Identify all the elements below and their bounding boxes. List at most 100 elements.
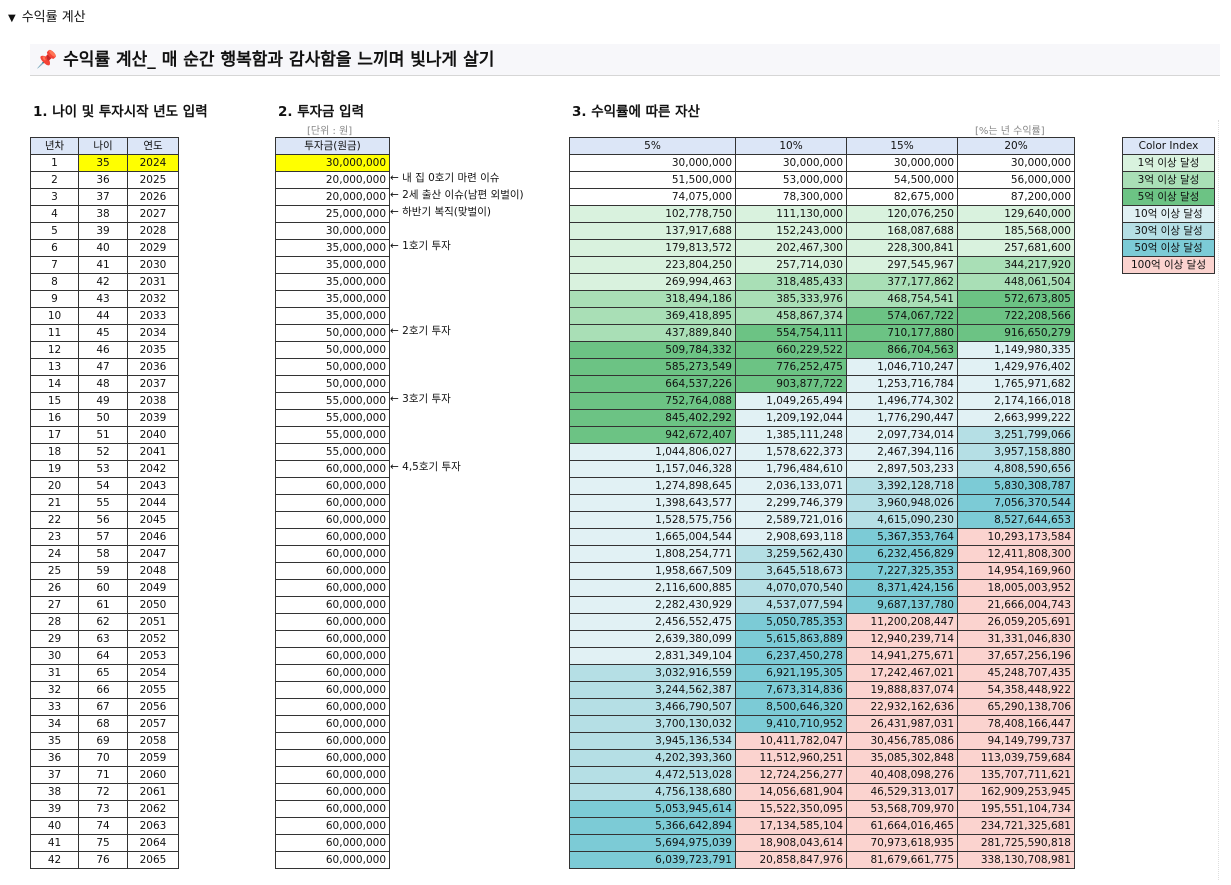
asset-cell-r10: 15,522,350,095	[735, 800, 847, 818]
asset-cell-r15: 574,067,722	[846, 307, 958, 325]
table-row: 6 40 2029	[30, 239, 179, 257]
asset-cell-r20: 7,056,370,544	[957, 494, 1075, 512]
table-row: 60,000,000	[275, 545, 390, 563]
age-year-table: 년차 나이 연도 1 35 2024 2 36 2025 3 37 2026 4 38 2027 5 39…	[30, 137, 179, 869]
asset-cell-r5: 5,053,945,614	[569, 800, 736, 818]
table-row: 29 63 2052	[30, 630, 179, 648]
age-cell: 35	[78, 154, 128, 172]
table-row: 1 35 2024	[30, 154, 179, 172]
asset-cell-r5: 1,157,046,328	[569, 460, 736, 478]
year-no-cell: 5	[30, 222, 79, 240]
asset-cell-r10: 554,754,111	[735, 324, 847, 342]
asset-cell-r15: 1,253,716,784	[846, 375, 958, 393]
table-row: 50,000,000	[275, 358, 390, 376]
asset-cell-r5: 509,784,332	[569, 341, 736, 359]
age-cell: 67	[78, 698, 128, 716]
asset-cell-r10: 6,237,450,278	[735, 647, 847, 665]
age-cell: 61	[78, 596, 128, 614]
table-row: 20,000,000	[275, 171, 390, 189]
table-row: 3,466,790,507 8,500,646,320 22,932,162,636…	[569, 698, 1075, 716]
asset-cell-r5: 223,804,250	[569, 256, 736, 274]
investment-note: ← 1호기 투자	[390, 240, 451, 252]
age-cell: 51	[78, 426, 128, 444]
age-cell: 49	[78, 392, 128, 410]
color-index-header: Color Index	[1122, 137, 1215, 155]
table-row: 5 39 2028	[30, 222, 179, 240]
table-row: 51,500,000 53,000,000 54,500,000 56,000,000	[569, 171, 1075, 189]
asset-cell-r10: 257,714,030	[735, 256, 847, 274]
asset-cell-r15: 2,097,734,014	[846, 426, 958, 444]
year-cell: 2037	[127, 375, 179, 393]
asset-cell-r20: 87,200,000	[957, 188, 1075, 206]
investment-cell: 60,000,000	[275, 647, 390, 665]
asset-cell-r15: 1,046,710,247	[846, 358, 958, 376]
table-row: 509,784,332 660,229,522 866,704,563 1,149,9…	[569, 341, 1075, 359]
year-no-cell: 25	[30, 562, 79, 580]
investment-cell: 60,000,000	[275, 528, 390, 546]
table-row: 16 50 2039	[30, 409, 179, 427]
table-row: 60,000,000	[275, 800, 390, 818]
asset-cell-r15: 2,467,394,116	[846, 443, 958, 461]
age-cell: 64	[78, 647, 128, 665]
year-cell: 2058	[127, 732, 179, 750]
asset-cell-r15: 468,754,541	[846, 290, 958, 308]
table-row: 2,456,552,475 5,050,785,353 11,200,208,447…	[569, 613, 1075, 631]
asset-cell-r15: 61,664,016,465	[846, 817, 958, 835]
table-row: 13 47 2036	[30, 358, 179, 376]
investment-cell: 35,000,000	[275, 307, 390, 325]
asset-cell-r10: 1,385,111,248	[735, 426, 847, 444]
table-row: 60,000,000	[275, 562, 390, 580]
table-row: 35 69 2058	[30, 732, 179, 750]
asset-cell-r20: 5,830,308,787	[957, 477, 1075, 495]
year-no-cell: 42	[30, 851, 79, 869]
age-cell: 53	[78, 460, 128, 478]
asset-cell-r15: 3,392,128,718	[846, 477, 958, 495]
year-no-cell: 12	[30, 341, 79, 359]
asset-cell-r20: 338,130,708,981	[957, 851, 1075, 869]
asset-cell-r5: 5,366,642,894	[569, 817, 736, 835]
asset-cell-r15: 6,232,456,829	[846, 545, 958, 563]
asset-cell-r5: 1,274,898,645	[569, 477, 736, 495]
age-cell: 59	[78, 562, 128, 580]
year-cell: 2060	[127, 766, 179, 784]
year-cell: 2040	[127, 426, 179, 444]
year-cell: 2027	[127, 205, 179, 223]
year-no-cell: 9	[30, 290, 79, 308]
table-row: 1,398,643,577 2,299,746,379 3,960,948,026 7…	[569, 494, 1075, 512]
asset-cell-r10: 6,921,195,305	[735, 664, 847, 682]
asset-cell-r10: 2,589,721,016	[735, 511, 847, 529]
age-cell: 45	[78, 324, 128, 342]
table-row: 269,994,463 318,485,433 377,177,862 448,061…	[569, 273, 1075, 291]
year-cell: 2042	[127, 460, 179, 478]
year-no-cell: 7	[30, 256, 79, 274]
asset-cell-r15: 17,242,467,021	[846, 664, 958, 682]
year-no-cell: 29	[30, 630, 79, 648]
header-rate-20: 20%	[957, 137, 1075, 155]
asset-cell-r5: 137,917,688	[569, 222, 736, 240]
asset-cell-r15: 4,615,090,230	[846, 511, 958, 529]
table-row: 752,764,088 1,049,265,494 1,496,774,302 2,1…	[569, 392, 1075, 410]
age-cell: 65	[78, 664, 128, 682]
section-toggle[interactable]: ▼ 수익률 계산	[8, 6, 86, 25]
asset-by-rate-table: 5% 10% 15% 20% 30,000,000 30,000,000 30,00…	[569, 137, 1075, 869]
year-cell: 2039	[127, 409, 179, 427]
asset-cell-r20: 30,000,000	[957, 154, 1075, 172]
table-row: 14 48 2037	[30, 375, 179, 393]
asset-cell-r10: 9,410,710,952	[735, 715, 847, 733]
table-row: 27 61 2050	[30, 596, 179, 614]
table-row: 33 67 2056	[30, 698, 179, 716]
table-row: 60,000,000	[275, 647, 390, 665]
year-no-cell: 22	[30, 511, 79, 529]
asset-cell-r20: 65,290,138,706	[957, 698, 1075, 716]
asset-cell-r10: 318,485,433	[735, 273, 847, 291]
table-row: 102,778,750 111,130,000 120,076,250 129,640…	[569, 205, 1075, 223]
asset-cell-r5: 30,000,000	[569, 154, 736, 172]
age-cell: 38	[78, 205, 128, 223]
asset-cell-r5: 2,282,430,929	[569, 596, 736, 614]
table-row: 5,053,945,614 15,522,350,095 53,568,709,97…	[569, 800, 1075, 818]
table-row: 31 65 2054	[30, 664, 179, 682]
asset-cell-r10: 7,673,314,836	[735, 681, 847, 699]
asset-cell-r20: 78,408,166,447	[957, 715, 1075, 733]
asset-cell-r10: 385,333,976	[735, 290, 847, 308]
asset-cell-r5: 4,472,513,028	[569, 766, 736, 784]
